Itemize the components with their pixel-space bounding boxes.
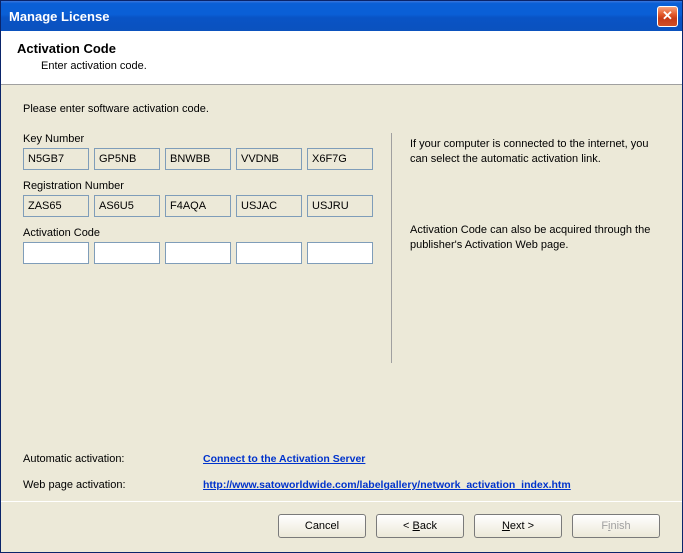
window-frame: Manage License ✕ Activation Code Enter a… bbox=[0, 0, 683, 553]
content-area: Please enter software activation code. K… bbox=[1, 85, 682, 501]
page-title: Activation Code bbox=[17, 41, 666, 56]
automatic-activation-label: Automatic activation: bbox=[23, 453, 203, 465]
registration-number-box: F4AQA bbox=[165, 195, 231, 217]
key-number-box: VVDNB bbox=[236, 148, 302, 170]
cancel-button[interactable]: Cancel bbox=[278, 514, 366, 538]
next-button[interactable]: Next > bbox=[474, 514, 562, 538]
registration-number-box: USJAC bbox=[236, 195, 302, 217]
wizard-header: Activation Code Enter activation code. bbox=[1, 31, 682, 85]
activation-code-input[interactable] bbox=[94, 242, 160, 264]
activation-code-input[interactable] bbox=[307, 242, 373, 264]
activation-code-label: Activation Code bbox=[23, 227, 373, 239]
key-number-box: X6F7G bbox=[307, 148, 373, 170]
webpage-activation-link[interactable]: http://www.satoworldwide.com/labelgaller… bbox=[203, 479, 660, 491]
finish-button[interactable]: Finish bbox=[572, 514, 660, 538]
registration-number-box: USJRU bbox=[307, 195, 373, 217]
automatic-activation-link[interactable]: Connect to the Activation Server bbox=[203, 453, 660, 465]
window-title: Manage License bbox=[9, 9, 657, 24]
titlebar[interactable]: Manage License ✕ bbox=[1, 1, 682, 31]
close-button[interactable]: ✕ bbox=[657, 6, 678, 27]
back-button[interactable]: < Back bbox=[376, 514, 464, 538]
right-column: If your computer is connected to the int… bbox=[391, 133, 660, 363]
key-number-box: BNWBB bbox=[165, 148, 231, 170]
key-number-row: N5GB7 GP5NB BNWBB VVDNB X6F7G bbox=[23, 148, 373, 170]
close-icon: ✕ bbox=[662, 8, 673, 24]
key-number-box: GP5NB bbox=[94, 148, 160, 170]
back-mnemonic: B bbox=[413, 520, 420, 532]
activation-code-row bbox=[23, 242, 373, 264]
finish-suffix: nish bbox=[611, 520, 631, 532]
registration-number-label: Registration Number bbox=[23, 180, 373, 192]
registration-number-box: ZAS65 bbox=[23, 195, 89, 217]
activation-code-input[interactable] bbox=[23, 242, 89, 264]
instruction-text: Please enter software activation code. bbox=[23, 103, 660, 115]
webpage-activation-label: Web page activation: bbox=[23, 479, 203, 491]
left-column: Key Number N5GB7 GP5NB BNWBB VVDNB X6F7G… bbox=[23, 133, 373, 363]
sidebar-text-2: Activation Code can also be acquired thr… bbox=[410, 223, 660, 253]
activation-code-input[interactable] bbox=[165, 242, 231, 264]
next-suffix: ext bbox=[510, 520, 525, 532]
link-area: Automatic activation: Connect to the Act… bbox=[23, 429, 660, 491]
key-number-label: Key Number bbox=[23, 133, 373, 145]
key-number-box: N5GB7 bbox=[23, 148, 89, 170]
main-area: Key Number N5GB7 GP5NB BNWBB VVDNB X6F7G… bbox=[23, 133, 660, 363]
activation-code-input[interactable] bbox=[236, 242, 302, 264]
page-subtitle: Enter activation code. bbox=[41, 60, 666, 72]
next-mnemonic: N bbox=[502, 520, 510, 532]
registration-number-box: AS6U5 bbox=[94, 195, 160, 217]
back-suffix: ack bbox=[420, 520, 437, 532]
sidebar-text-1: If your computer is connected to the int… bbox=[410, 137, 660, 167]
button-row: Cancel < Back Next > Finish bbox=[1, 501, 682, 552]
registration-number-row: ZAS65 AS6U5 F4AQA USJAC USJRU bbox=[23, 195, 373, 217]
